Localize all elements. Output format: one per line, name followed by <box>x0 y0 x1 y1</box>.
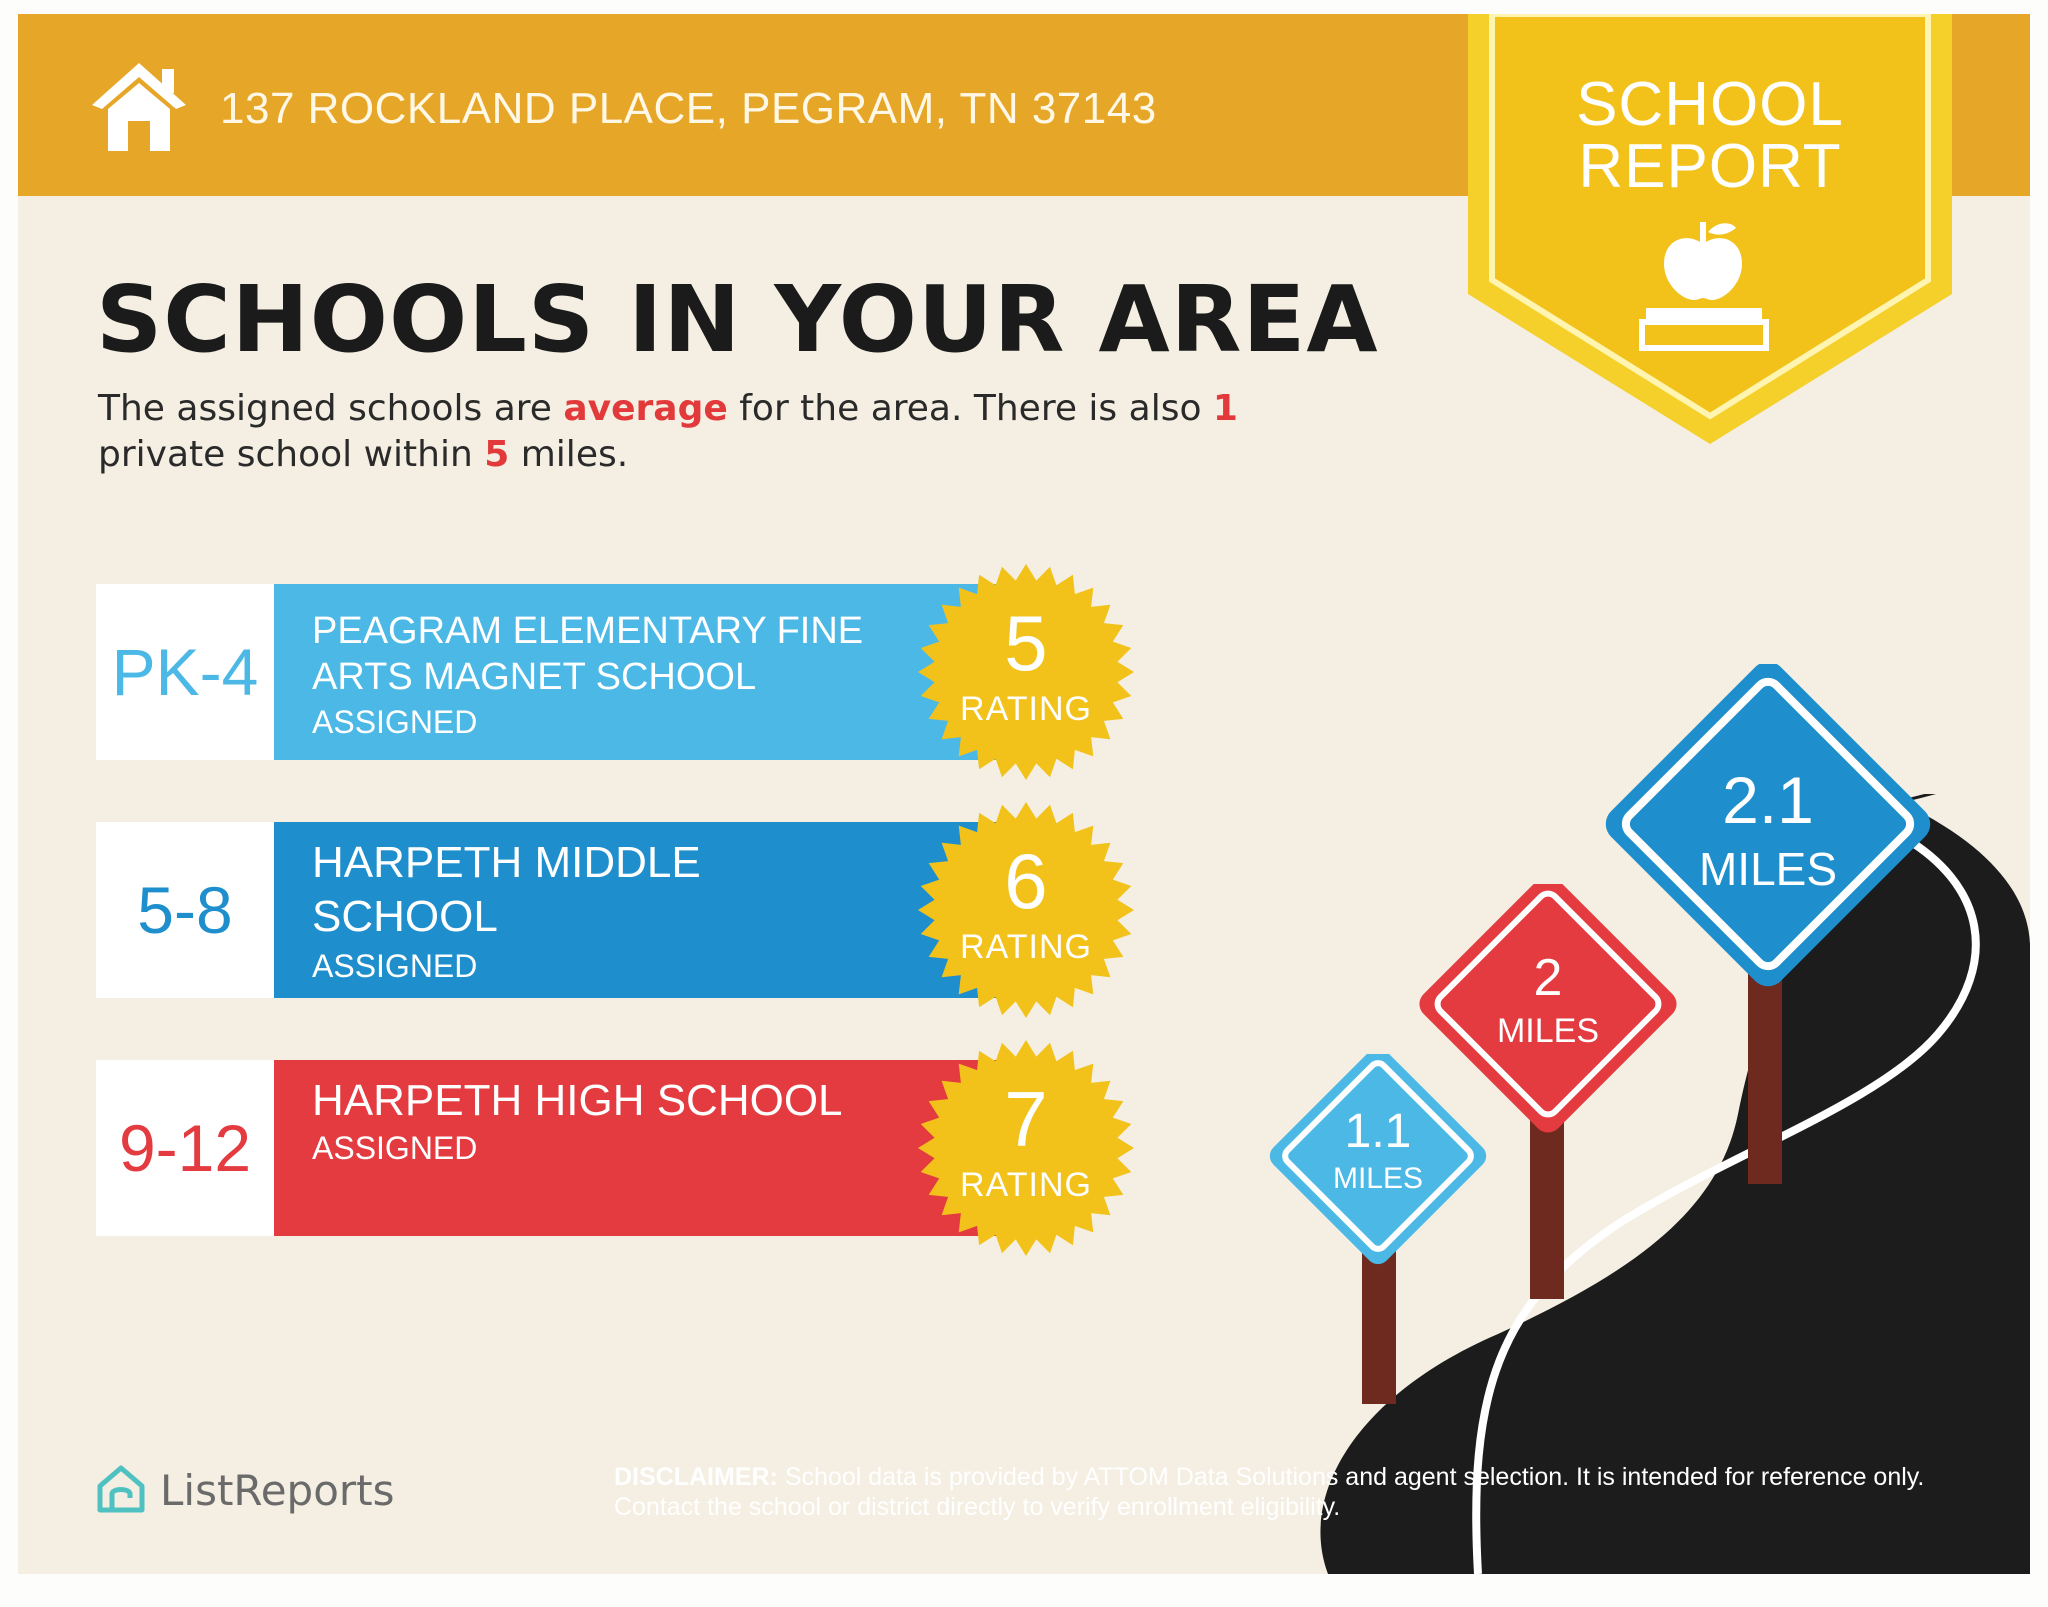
rating-seal-icon <box>918 1040 1134 1256</box>
summary-part2: for the area. There is also <box>727 388 1213 429</box>
seal-starburst <box>918 802 1134 1018</box>
distance-sign-3: 2.1 MILES <box>1588 664 1948 1204</box>
summary-private-count: 1 <box>1212 388 1238 429</box>
disclaimer-label: DISCLAIMER: <box>614 1463 778 1491</box>
grade-range: PK-4 <box>96 584 274 760</box>
rating-label: RATING <box>960 1166 1092 1204</box>
school-bar <box>274 1060 1034 1236</box>
distance-value: 1.1 <box>1344 1105 1412 1158</box>
seal-starburst <box>918 1040 1134 1256</box>
school-name: HARPETH MIDDLE SCHOOL <box>312 836 701 944</box>
school-row-middle: 5-8 HARPETH MIDDLE SCHOOL ASSIGNED 6 RAT… <box>96 802 1156 1018</box>
summary-part3: private school within <box>98 434 485 475</box>
property-address: 137 ROCKLAND PLACE, PEGRAM, TN 37143 <box>220 84 1157 133</box>
page-title: SCHOOLS IN YOUR AREA <box>96 266 1379 373</box>
school-bar <box>274 584 1034 760</box>
school-name: PEAGRAM ELEMENTARY FINE ARTS MAGNET SCHO… <box>312 608 863 700</box>
school-name-line2: SCHOOL <box>312 892 498 941</box>
school-row-high: 9-12 HARPETH HIGH SCHOOL ASSIGNED 7 RATI… <box>96 1040 1156 1256</box>
listreports-logo: ListReports <box>160 1466 395 1515</box>
rating-value: 7 <box>1004 1075 1048 1163</box>
summary-text: The assigned schools are average for the… <box>98 386 1398 478</box>
rating-value: 5 <box>1004 599 1048 687</box>
summary-radius: 5 <box>484 434 510 475</box>
house-icon <box>92 63 186 151</box>
disclaimer-body: School data is provided by ATTOM Data So… <box>614 1463 1925 1521</box>
summary-part1: The assigned schools are <box>98 388 564 429</box>
distance-sign-2: 2 MILES <box>1408 884 1688 1304</box>
house-outline-icon <box>97 1465 145 1513</box>
school-name-line1: HARPETH MIDDLE <box>312 838 701 887</box>
distance-value: 2.1 <box>1722 763 1814 837</box>
disclaimer-text: DISCLAIMER: School data is provided by A… <box>614 1462 1954 1522</box>
school-name: HARPETH HIGH SCHOOL <box>312 1074 843 1128</box>
rating-seal-icon <box>918 802 1134 1018</box>
rating-value: 6 <box>1004 837 1048 925</box>
school-report-badge <box>1468 14 1952 444</box>
school-bar <box>274 822 1034 998</box>
school-status: ASSIGNED <box>312 704 478 740</box>
distance-unit: MILES <box>1496 1012 1600 1050</box>
distance-unit: MILES <box>1332 1162 1424 1195</box>
school-report-page: 137 ROCKLAND PLACE, PEGRAM, TN 37143 SCH… <box>18 14 2030 1574</box>
summary-part4: miles. <box>509 434 629 475</box>
apple-on-book-icon <box>1639 222 1769 351</box>
badge-title-line2: REPORT <box>1578 132 1842 201</box>
rating-seal-icon <box>918 564 1134 780</box>
school-name-line2: ARTS MAGNET SCHOOL <box>312 656 757 698</box>
school-name-line1: HARPETH HIGH SCHOOL <box>312 1076 843 1125</box>
distance-sign-icon <box>1269 1054 1487 1404</box>
school-status: ASSIGNED <box>312 1130 478 1166</box>
school-name-line1: PEAGRAM ELEMENTARY FINE <box>312 610 864 652</box>
school-row-elementary: PK-4 PEAGRAM ELEMENTARY FINE ARTS MAGNET… <box>96 564 1156 780</box>
distance-sign-1: 1.1 MILES <box>1258 1054 1498 1414</box>
school-status: ASSIGNED <box>312 948 478 984</box>
rating-label: RATING <box>960 928 1092 966</box>
distance-sign-icon <box>1605 664 1931 1184</box>
distance-sign-icon <box>1419 884 1677 1299</box>
distance-value: 2 <box>1533 949 1563 1007</box>
rating-label: RATING <box>960 690 1092 728</box>
badge-title: SCHOOL REPORT <box>1468 74 1952 198</box>
grade-range: 9-12 <box>96 1060 274 1236</box>
seal-starburst <box>918 564 1134 780</box>
grade-range: 5-8 <box>96 822 274 998</box>
badge-title-line1: SCHOOL <box>1576 70 1844 139</box>
distance-unit: MILES <box>1698 843 1838 895</box>
summary-rating-highlight: average <box>563 388 728 429</box>
